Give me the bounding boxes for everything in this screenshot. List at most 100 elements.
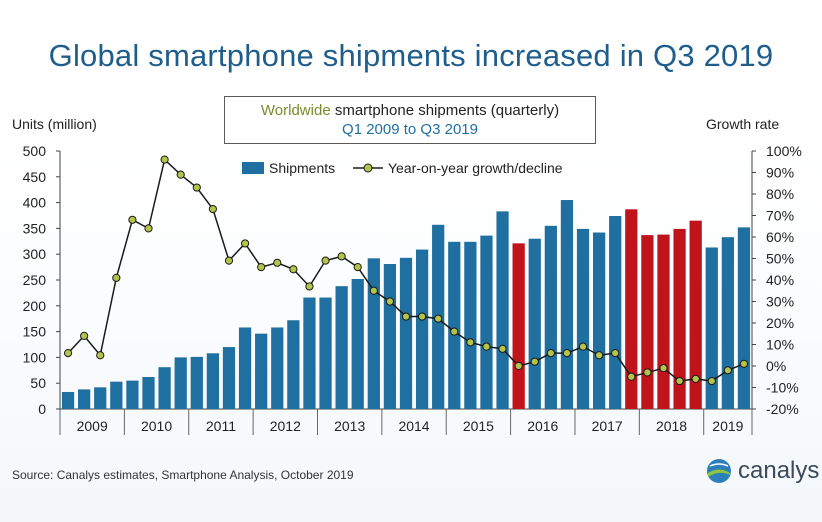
- shipment-bar: [657, 234, 670, 409]
- x-tick-label: 2009: [77, 418, 108, 434]
- shipment-bar: [544, 225, 557, 409]
- y-tick-label-right: 80%: [766, 186, 794, 202]
- shipment-bar: [94, 387, 107, 409]
- x-tick-label: 2012: [270, 418, 301, 434]
- shipment-bar: [576, 228, 590, 409]
- growth-point: [289, 265, 298, 274]
- shipment-bar: [560, 200, 574, 409]
- shipment-bar: [641, 235, 654, 409]
- y-tick-label-left: 100: [23, 349, 47, 365]
- y-tick-label-right: 100%: [766, 143, 802, 159]
- growth-point: [723, 366, 732, 375]
- growth-point: [160, 155, 169, 164]
- shipment-bar: [126, 380, 139, 409]
- legend-label-shipments: Shipments: [269, 160, 335, 176]
- shipment-bar: [335, 286, 348, 409]
- y-tick-label-right: 0%: [766, 358, 786, 374]
- shipment-bar: [174, 357, 187, 409]
- shipment-bar: [737, 227, 751, 409]
- shipment-bar: [673, 228, 686, 409]
- shipment-bar: [609, 216, 622, 409]
- y-tick-label-right: 30%: [766, 294, 794, 310]
- canalys-logo: canalys: [706, 456, 819, 486]
- growth-point: [305, 282, 314, 291]
- shipment-bar: [238, 327, 252, 409]
- shipment-bar: [190, 356, 203, 409]
- growth-point: [208, 204, 217, 214]
- subtitle-line1: Worldwide smartphone shipments (quarterl…: [225, 102, 595, 119]
- main-title: Global smartphone shipments increased in…: [48, 38, 774, 73]
- shipment-bar: [158, 367, 171, 409]
- shipment-bar: [78, 389, 91, 409]
- x-tick-label: 2011: [206, 418, 236, 434]
- growth-point: [434, 314, 443, 323]
- growth-point: [627, 372, 636, 381]
- growth-point: [401, 312, 411, 321]
- shipment-bar: [287, 320, 300, 409]
- growth-point: [385, 297, 395, 306]
- growth-point: [514, 361, 523, 371]
- growth-point: [128, 215, 137, 224]
- growth-point: [417, 312, 427, 321]
- x-tick-label: 2018: [656, 418, 687, 434]
- x-tick-label: 2014: [398, 418, 429, 434]
- growth-point: [112, 273, 121, 282]
- shipment-bar: [367, 258, 380, 409]
- growth-point: [739, 359, 749, 368]
- growth-point: [643, 368, 652, 377]
- y-tick-label-left: 350: [23, 220, 47, 236]
- subtitle-box: Worldwide smartphone shipments (quarterl…: [224, 96, 596, 144]
- x-tick-label: 2016: [527, 418, 558, 434]
- growth-point: [530, 357, 539, 366]
- y-tick-label-right: 10%: [766, 337, 794, 353]
- growth-point: [675, 376, 684, 386]
- y-tick-label-right: -20%: [766, 401, 799, 417]
- y-axis-right-label: Growth rate: [706, 116, 780, 132]
- shipment-bar: [528, 238, 541, 409]
- growth-point: [707, 376, 716, 386]
- growth-point: [337, 252, 346, 261]
- shipment-bar: [705, 247, 718, 409]
- y-tick-label-left: 450: [23, 169, 47, 185]
- growth-point: [240, 239, 250, 248]
- subtitle-rest: smartphone shipments (quarterly): [330, 102, 560, 119]
- shipment-bar: [319, 297, 332, 409]
- growth-point: [273, 258, 282, 267]
- y-tick-label-left: 150: [23, 324, 47, 340]
- y-tick-label-right: 60%: [766, 229, 794, 245]
- growth-point: [192, 183, 201, 192]
- y-tick-label-right: 40%: [766, 272, 794, 288]
- shipment-bar: [222, 347, 236, 409]
- globe-icon: [707, 459, 731, 483]
- growth-point: [63, 349, 73, 358]
- y-tick-label-right: 90%: [766, 165, 794, 181]
- growth-point: [482, 342, 491, 351]
- shipment-bar: [271, 327, 284, 409]
- shipment-bar: [303, 297, 316, 409]
- shipment-bar: [206, 353, 219, 409]
- growth-point: [595, 351, 604, 360]
- x-tick-label: 2017: [592, 418, 623, 434]
- growth-point: [96, 351, 105, 360]
- x-tick-label: 2019: [712, 418, 743, 434]
- y-tick-label-left: 50: [30, 375, 46, 391]
- x-tick-label: 2013: [334, 418, 365, 434]
- source-note: Source: Canalys estimates, Smartphone An…: [12, 468, 354, 482]
- growth-point: [257, 263, 266, 272]
- legend-marker-growth: [363, 163, 373, 173]
- growth-point: [546, 349, 555, 358]
- shipment-bar: [512, 243, 525, 409]
- y-tick-label-right: -10%: [766, 380, 799, 396]
- y-tick-label-left: 200: [23, 298, 47, 314]
- growth-point: [691, 374, 700, 383]
- shipment-bar: [625, 209, 638, 409]
- x-tick-label: 2015: [463, 418, 494, 434]
- y-tick-label-left: 300: [23, 246, 47, 262]
- growth-point: [353, 263, 362, 272]
- shipment-bar: [689, 220, 702, 409]
- growth-point: [578, 342, 588, 351]
- growth-point: [80, 331, 89, 340]
- shipment-bar: [61, 391, 75, 409]
